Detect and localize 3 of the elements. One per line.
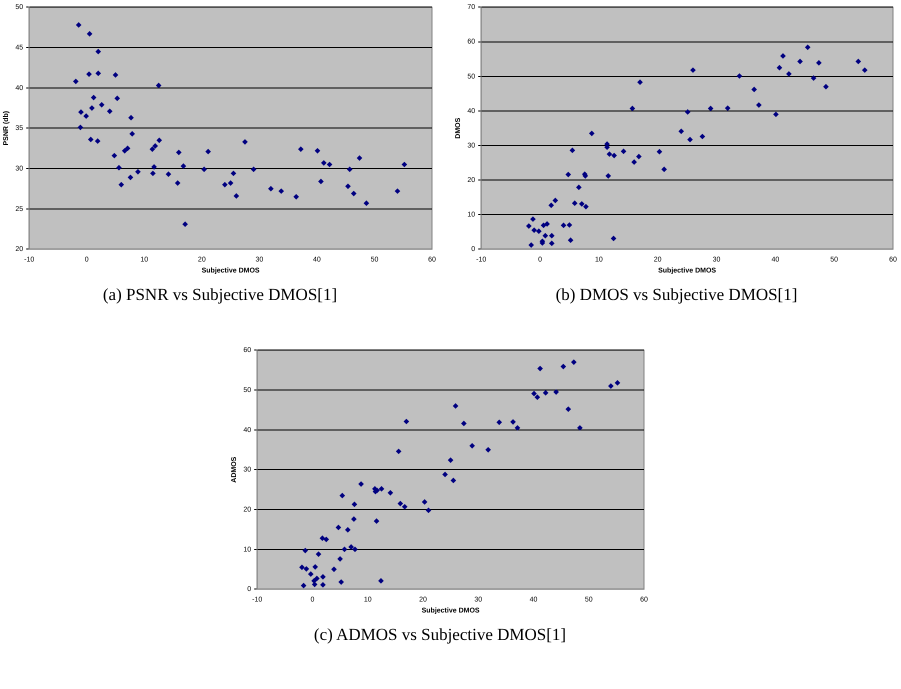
text: (a) PSNR vs Subjective DMOS[1] [102,285,338,305]
text: (b) DMOS vs Subjective DMOS[1] [554,285,798,305]
text: (c) ADMOS vs Subjective DMOS[1] [312,625,568,645]
